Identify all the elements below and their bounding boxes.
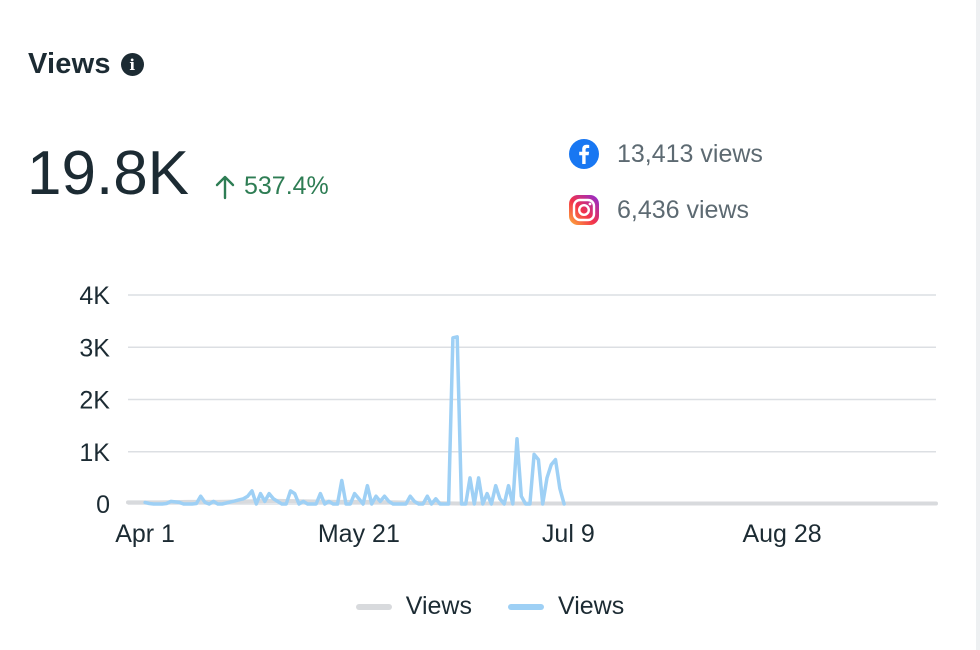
arrow-up-icon <box>215 175 235 199</box>
change-percent: 537.4% <box>244 172 329 200</box>
legend-swatch <box>508 603 544 610</box>
instagram-views: 6,436 views <box>617 195 750 224</box>
x-tick-label: Apr 1 <box>115 520 175 548</box>
y-tick-label: 4K <box>79 282 110 310</box>
series-line-views-daily <box>143 335 566 506</box>
change-indicator: 537.4% <box>214 172 329 201</box>
legend-item-views-total[interactable]: Views <box>355 592 472 621</box>
y-tick-label: 0 <box>96 491 110 519</box>
x-tick-label: May 21 <box>318 520 400 548</box>
card-title: Views <box>28 48 111 80</box>
series-layer <box>126 335 938 506</box>
legend-item-views-daily[interactable]: Views <box>508 592 624 621</box>
instagram-icon <box>569 195 599 225</box>
x-tick-label: Jul 9 <box>542 520 595 548</box>
panel-edge <box>976 0 980 650</box>
y-tick-label: 2K <box>79 387 110 415</box>
label-layer: 0 1K 2K 3K 4K Apr 1 May 21 Jul 9 Aug 28 <box>79 282 821 548</box>
x-tick-label: Aug 28 <box>742 520 821 548</box>
grid-layer <box>128 294 936 505</box>
instagram-row: 6,436 views <box>568 194 749 226</box>
legend-label: Views <box>405 592 472 620</box>
legend-label: Views <box>558 592 625 620</box>
y-tick-label: 3K <box>79 334 110 362</box>
legend-swatch <box>355 603 392 610</box>
info-icon[interactable]: i <box>120 53 144 76</box>
facebook-icon <box>569 139 599 169</box>
series-line-views-total <box>126 498 938 506</box>
title-row: Views i <box>28 48 144 81</box>
total-views: 19.8K <box>27 139 190 208</box>
facebook-row: 13,413 views <box>568 138 763 170</box>
facebook-views: 13,413 views <box>617 139 763 168</box>
y-tick-label: 1K <box>79 439 110 467</box>
chart-legend: Views Views <box>0 592 980 621</box>
